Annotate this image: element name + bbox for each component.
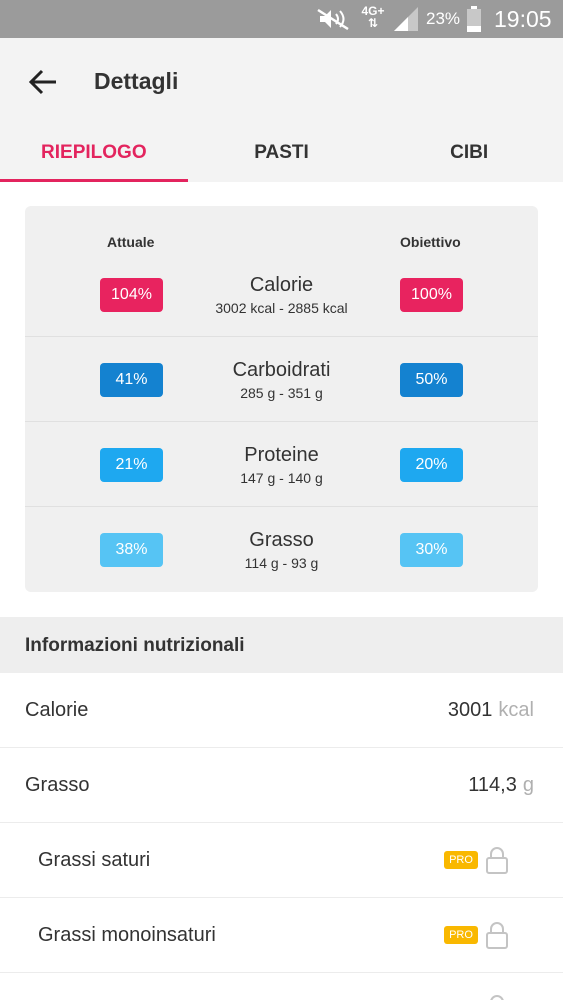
- current-percent-badge: 38%: [100, 533, 163, 567]
- nutrient-unit: g: [522, 774, 534, 796]
- nutrient-row-grassi-saturi[interactable]: Grassi saturi PRO: [0, 823, 563, 898]
- tab-cibi[interactable]: CIBI: [450, 142, 489, 163]
- lock-icon[interactable]: [484, 845, 510, 875]
- macro-row-grasso: 38% Grasso 114 g - 93 g 30%: [25, 507, 538, 592]
- section-title: Informazioni nutrizionali: [25, 635, 245, 656]
- macro-row-calorie: 104% Calorie 3002 kcal - 2885 kcal 100%: [25, 252, 538, 337]
- mute-icon: [317, 8, 349, 30]
- goal-column-header: Obiettivo: [400, 234, 461, 250]
- current-percent-badge: 41%: [100, 363, 163, 397]
- lock-icon[interactable]: [484, 920, 510, 950]
- nutrient-label: Calorie: [25, 699, 89, 721]
- macro-name: Carboidrati: [232, 359, 331, 381]
- macro-name: Calorie: [249, 274, 314, 296]
- current-column-header: Attuale: [107, 234, 155, 250]
- macro-detail: 114 g - 93 g: [244, 555, 319, 571]
- nutrient-value: 3001 kcal: [447, 699, 534, 721]
- status-bar: 4G+ ⇅ 23% 19:05: [0, 0, 563, 38]
- nutrient-value: 114,3 g: [468, 774, 534, 796]
- tab-riepilogo[interactable]: RIEPILOGO: [0, 126, 188, 182]
- pro-badge[interactable]: PRO: [444, 926, 478, 944]
- battery-percentage: 23%: [426, 9, 461, 28]
- goal-percent-badge: 30%: [400, 533, 463, 567]
- current-percent-badge: 21%: [100, 448, 163, 482]
- page-title: Dettagli: [94, 68, 179, 94]
- macro-name: Proteine: [244, 444, 319, 466]
- nutrient-unit: kcal: [498, 699, 534, 721]
- goal-percent-badge: 50%: [400, 363, 463, 397]
- macro-summary-card: Attuale Obiettivo 104% Calorie 3002 kcal…: [25, 206, 538, 592]
- nutrient-label: Grasso: [25, 774, 90, 796]
- macro-name: Grasso: [249, 529, 314, 551]
- tab-bar: RIEPILOGO PASTI CIBI: [0, 126, 563, 182]
- macro-detail: 285 g - 351 g: [240, 385, 323, 401]
- pro-badge[interactable]: PRO: [444, 851, 478, 869]
- lock-icon: [490, 995, 504, 1000]
- nutrient-row-grasso[interactable]: Grasso 114,3 g: [0, 748, 563, 823]
- battery-icon: [467, 6, 481, 32]
- nutrient-label: Grassi saturi: [38, 849, 151, 871]
- back-arrow-icon[interactable]: [28, 66, 60, 98]
- macro-detail: 147 g - 140 g: [240, 470, 323, 486]
- nutrition-section-header: Informazioni nutrizionali: [0, 617, 563, 673]
- nutrient-row-grassi-monoinsaturi[interactable]: Grassi monoinsaturi PRO: [0, 898, 563, 973]
- goal-percent-badge: 20%: [400, 448, 463, 482]
- nutrient-row-partial: [0, 973, 563, 1000]
- macro-row-proteine: 21% Proteine 147 g - 140 g 20%: [25, 422, 538, 507]
- macro-detail: 3002 kcal - 2885 kcal: [215, 300, 348, 316]
- network-indicator: 4G+ ⇅: [361, 4, 385, 30]
- signal-icon: [394, 7, 418, 31]
- macro-row-carboidrati: 41% Carboidrati 285 g - 351 g 50%: [25, 337, 538, 422]
- clock: 19:05: [494, 6, 552, 32]
- nutrient-label: Grassi monoinsaturi: [38, 924, 216, 946]
- current-percent-badge: 104%: [100, 278, 163, 312]
- app-bar: Dettagli: [0, 38, 563, 126]
- goal-percent-badge: 100%: [400, 278, 463, 312]
- tab-pasti[interactable]: PASTI: [254, 142, 309, 163]
- nutrient-row-calorie[interactable]: Calorie 3001 kcal: [0, 673, 563, 748]
